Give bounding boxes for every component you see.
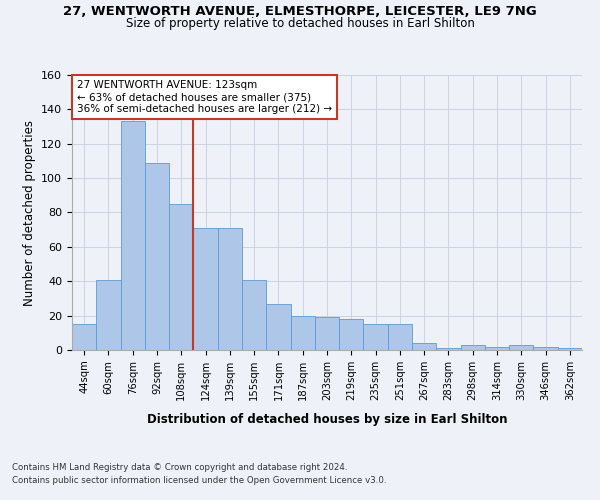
Bar xyxy=(290,316,315,350)
Bar xyxy=(121,122,145,350)
Bar xyxy=(509,345,533,350)
Bar xyxy=(533,346,558,350)
Bar xyxy=(72,324,96,350)
Bar xyxy=(96,280,121,350)
Bar xyxy=(315,318,339,350)
Bar xyxy=(461,345,485,350)
Bar xyxy=(436,348,461,350)
Bar xyxy=(193,228,218,350)
Bar xyxy=(485,346,509,350)
Bar xyxy=(364,324,388,350)
Bar xyxy=(169,204,193,350)
Bar xyxy=(218,228,242,350)
Bar xyxy=(266,304,290,350)
Bar xyxy=(388,324,412,350)
Bar xyxy=(412,343,436,350)
Bar xyxy=(339,319,364,350)
Bar xyxy=(558,348,582,350)
Text: Size of property relative to detached houses in Earl Shilton: Size of property relative to detached ho… xyxy=(125,17,475,30)
Bar xyxy=(242,280,266,350)
Text: Contains public sector information licensed under the Open Government Licence v3: Contains public sector information licen… xyxy=(12,476,386,485)
Y-axis label: Number of detached properties: Number of detached properties xyxy=(23,120,35,306)
Bar xyxy=(145,162,169,350)
Text: Contains HM Land Registry data © Crown copyright and database right 2024.: Contains HM Land Registry data © Crown c… xyxy=(12,464,347,472)
Text: 27 WENTWORTH AVENUE: 123sqm
← 63% of detached houses are smaller (375)
36% of se: 27 WENTWORTH AVENUE: 123sqm ← 63% of det… xyxy=(77,80,332,114)
Text: 27, WENTWORTH AVENUE, ELMESTHORPE, LEICESTER, LE9 7NG: 27, WENTWORTH AVENUE, ELMESTHORPE, LEICE… xyxy=(63,5,537,18)
Text: Distribution of detached houses by size in Earl Shilton: Distribution of detached houses by size … xyxy=(147,412,507,426)
